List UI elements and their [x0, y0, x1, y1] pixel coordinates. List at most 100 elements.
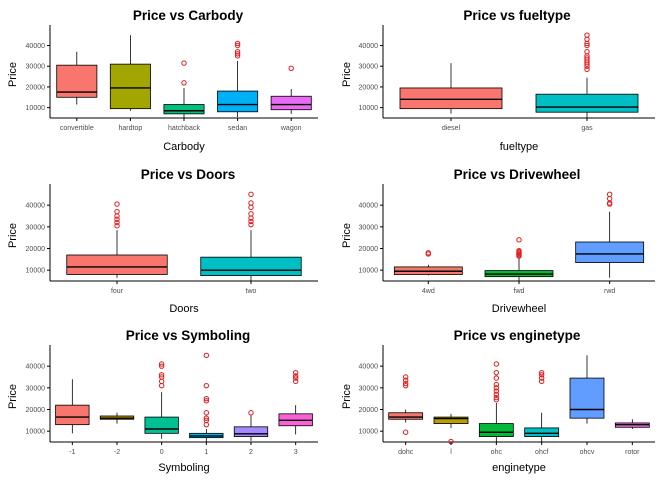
- box-3: [278, 369, 313, 435]
- chart-panel: Price vs fueltype 10000 20000 30000 40000 fue…: [341, 8, 655, 153]
- y-tick-label: 30000: [26, 224, 46, 231]
- box-body: [569, 377, 605, 419]
- y-axis-label: Price: [7, 62, 19, 87]
- outlier-point: [234, 42, 241, 49]
- box-body: [433, 416, 469, 424]
- outlier-point: [538, 378, 545, 385]
- outlier-point: [493, 394, 500, 401]
- box-body: [575, 241, 645, 263]
- chart-panel: Price vs enginetype 10000 20000 30000 40000 e…: [341, 328, 655, 474]
- box-gas: [535, 32, 639, 118]
- chart-panel: Price vs Symboling 10000 20000 30000 40000 Sy…: [7, 328, 318, 474]
- y-tick-label: 10000: [26, 105, 46, 112]
- y-tick-label: 10000: [359, 268, 379, 275]
- x-tick-label: l: [450, 449, 452, 456]
- x-axis-label: Carbody: [163, 141, 205, 153]
- outlier-point: [584, 66, 590, 73]
- outlier-point: [292, 378, 299, 385]
- chart-title: Price vs Doors: [141, 167, 236, 182]
- y-tick-label: 20000: [26, 84, 46, 91]
- chart-panel: Price vs Drivewheel 10000 20000 30000 40000 D…: [341, 167, 655, 315]
- chart-title: Price vs Drivewheel: [454, 167, 581, 182]
- outlier-point: [203, 410, 210, 416]
- outlier-point: [493, 388, 500, 394]
- box-body: [535, 93, 639, 113]
- outlier-point: [493, 385, 500, 391]
- outlier-point: [606, 191, 613, 198]
- y-axis-label: Price: [7, 384, 19, 409]
- outlier-point: [203, 415, 210, 421]
- outlier-point: [181, 80, 187, 86]
- x-tick-label: -1: [69, 449, 75, 456]
- y-axis-label: Price: [7, 223, 19, 248]
- x-tick-label: rwd: [604, 288, 615, 295]
- y-tick-label: 30000: [359, 64, 379, 71]
- box-body: [270, 95, 312, 111]
- outlier-point: [158, 374, 165, 380]
- x-tick-label: hardtop: [119, 125, 143, 132]
- x-tick-label: ohcf: [535, 449, 548, 456]
- box-body: [163, 104, 205, 115]
- outlier-point: [114, 216, 120, 222]
- outlier-point: [493, 397, 500, 403]
- chart-title: Price vs Carbody: [133, 8, 244, 23]
- box-four: [66, 201, 168, 278]
- box-rwd: [575, 191, 645, 278]
- x-tick-label: 2: [249, 449, 253, 456]
- box-1: [189, 352, 224, 442]
- box-body: [55, 404, 90, 426]
- y-tick-label: 40000: [26, 43, 46, 50]
- x-tick-label: -2: [114, 449, 120, 456]
- outlier-point: [584, 55, 590, 61]
- outlier-point: [114, 219, 120, 226]
- x-axis-label: Symboling: [158, 462, 209, 474]
- box-convertible: [56, 51, 98, 105]
- chart-title: Price vs Symboling: [126, 328, 251, 343]
- box-body: [524, 427, 560, 437]
- outlier-point: [516, 237, 522, 243]
- y-tick-label: 20000: [26, 246, 46, 253]
- outlier-point: [114, 223, 120, 229]
- outlier-point: [248, 191, 254, 198]
- outlier-point: [493, 381, 500, 388]
- y-tick-label: 10000: [26, 268, 46, 275]
- box-body: [388, 412, 424, 420]
- outlier-point: [158, 361, 165, 367]
- outlier-point: [203, 398, 210, 404]
- outlier-point: [402, 382, 409, 389]
- outlier-point: [234, 51, 241, 57]
- outlier-point: [493, 369, 500, 376]
- y-tick-label: 30000: [26, 64, 46, 71]
- outlier-point: [292, 369, 299, 376]
- outlier-point: [181, 60, 187, 66]
- outlier-point: [158, 363, 165, 369]
- box-body: [399, 87, 503, 110]
- outlier-point: [292, 375, 299, 381]
- x-tick-label: fwd: [514, 288, 525, 295]
- outlier-point: [425, 250, 432, 256]
- box-ohcf: [524, 369, 560, 442]
- chart-panel: Price vs Doors 10000 20000 30000 40000 Doors P…: [7, 167, 318, 315]
- chart-title: Price vs enginetype: [454, 328, 581, 343]
- y-axis-label: Price: [341, 62, 353, 87]
- x-tick-label: gas: [581, 125, 593, 132]
- y-tick-label: 10000: [359, 429, 379, 436]
- outlier-point: [158, 378, 165, 385]
- outlier-point: [234, 40, 241, 47]
- box-body: [144, 416, 179, 434]
- box-ohcv: [569, 355, 605, 424]
- box-hardtop: [109, 35, 151, 111]
- outlier-point: [203, 352, 210, 359]
- outlier-point: [584, 49, 590, 55]
- y-tick-label: 30000: [359, 385, 379, 392]
- outlier-point: [493, 375, 500, 381]
- chart-title: Price vs fueltype: [463, 8, 571, 23]
- box-sedan: [217, 40, 259, 117]
- y-axis-label: Price: [341, 384, 353, 409]
- box-l: [433, 413, 469, 445]
- y-tick-label: 20000: [26, 407, 46, 414]
- x-tick-label: 4wd: [422, 288, 435, 295]
- outlier-point: [203, 382, 210, 389]
- box--1: [55, 379, 90, 434]
